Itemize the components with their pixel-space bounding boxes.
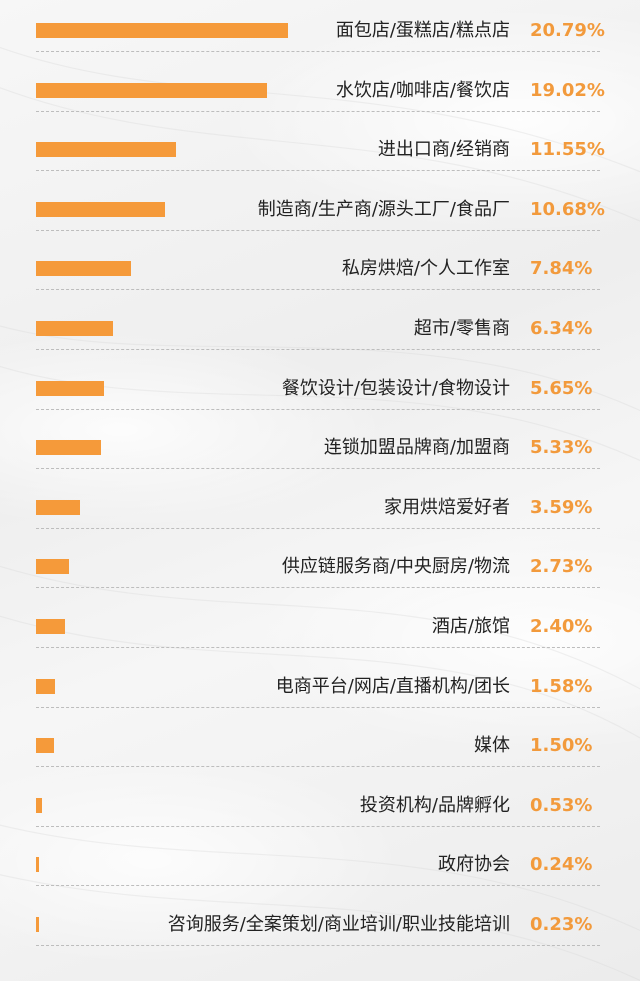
row-separator <box>36 110 600 112</box>
chart-row: 家用烘焙爱好者 3.59% <box>0 477 640 537</box>
row-separator <box>36 51 600 52</box>
value-label: 11.55% <box>530 139 605 161</box>
category-label: 酒店/旅馆 <box>431 616 510 637</box>
chart-row: 私房烘焙/个人工作室 7.84% <box>0 238 640 298</box>
category-label: 进出口商/经销商 <box>377 139 510 161</box>
category-label: 电商平台/网店/直播机构/团长 <box>275 675 510 697</box>
chart-row: 电商平台/网店/直播机构/团长 1.58% <box>0 656 640 716</box>
category-label: 私房烘焙/个人工作室 <box>341 258 510 280</box>
chart-bar <box>36 738 55 754</box>
chart-bar <box>36 797 43 813</box>
row-separator <box>36 825 600 827</box>
category-label: 超市/零售商 <box>413 318 510 339</box>
category-label: 家用烘焙爱好者 <box>384 496 510 518</box>
chart-bar <box>36 619 66 634</box>
value-label: 0.53% <box>530 794 593 816</box>
value-label: 2.73% <box>530 556 593 578</box>
row-separator <box>36 527 600 529</box>
chart-row: 面包店/蛋糕店/糕点店 20.79% <box>0 0 640 60</box>
chart-bar <box>36 261 132 277</box>
chart-row: 投资机构/品牌孵化 0.53% <box>0 775 640 835</box>
row-separator <box>36 945 600 946</box>
row-separator <box>36 349 600 350</box>
category-label: 面包店/蛋糕店/糕点店 <box>335 20 510 41</box>
chart-bar <box>36 201 166 217</box>
chart-bar <box>36 321 113 336</box>
chart-row: 供应链服务商/中央厨房/物流 2.73% <box>0 536 640 596</box>
row-separator <box>36 229 600 231</box>
chart-row: 咨询服务/全案策划/商业培训/职业技能培训 0.23% <box>0 894 640 954</box>
value-label: 6.34% <box>530 318 593 339</box>
row-separator <box>36 587 600 589</box>
chart-row: 进出口商/经销商 11.55% <box>0 119 640 179</box>
chart-row: 水饮店/咖啡店/餐饮店 19.02% <box>0 60 640 120</box>
category-label: 政府协会 <box>438 854 510 876</box>
value-label: 5.33% <box>530 437 593 459</box>
row-separator <box>36 647 600 648</box>
value-label: 19.02% <box>530 79 605 101</box>
category-label: 供应链服务商/中央厨房/物流 <box>281 556 510 578</box>
chart-row: 政府协会 0.24% <box>0 834 640 894</box>
value-label: 20.79% <box>530 20 605 41</box>
row-separator <box>36 408 600 410</box>
chart-bar <box>36 499 80 515</box>
chart-bar <box>36 678 56 694</box>
row-separator <box>36 885 600 887</box>
category-label: 制造商/生产商/源头工厂/食品厂 <box>257 198 510 220</box>
chart-bar <box>36 559 70 575</box>
value-label: 0.24% <box>530 854 593 876</box>
chart-bar <box>36 82 267 98</box>
row-separator <box>36 706 600 708</box>
value-label: 2.40% <box>530 616 593 637</box>
category-label: 咨询服务/全案策划/商业培训/职业技能培训 <box>167 914 510 935</box>
row-separator <box>36 766 600 768</box>
value-label: 7.84% <box>530 258 593 280</box>
category-label: 连锁加盟品牌商/加盟商 <box>323 437 510 459</box>
chart-bar <box>36 440 101 456</box>
category-label: 水饮店/咖啡店/餐饮店 <box>335 79 510 101</box>
row-separator <box>36 170 600 172</box>
chart-bar <box>36 142 176 158</box>
row-separator <box>36 468 600 470</box>
chart-row: 超市/零售商 6.34% <box>0 298 640 358</box>
chart-bar <box>36 23 288 38</box>
value-label: 1.58% <box>530 675 593 697</box>
category-label: 餐饮设计/包装设计/食物设计 <box>281 377 510 399</box>
value-label: 10.68% <box>530 198 605 220</box>
category-label: 媒体 <box>474 735 510 757</box>
chart-bar <box>36 857 39 873</box>
chart-row: 制造商/生产商/源头工厂/食品厂 10.68% <box>0 179 640 239</box>
chart-row: 餐饮设计/包装设计/食物设计 5.65% <box>0 358 640 418</box>
chart-row: 连锁加盟品牌商/加盟商 5.33% <box>0 417 640 477</box>
chart-bar <box>36 380 105 396</box>
category-label: 投资机构/品牌孵化 <box>359 794 510 816</box>
value-label: 3.59% <box>530 496 593 518</box>
row-separator <box>36 289 600 291</box>
chart-row: 媒体 1.50% <box>0 715 640 775</box>
value-label: 1.50% <box>530 735 593 757</box>
value-label: 0.23% <box>530 914 593 935</box>
chart-bar <box>36 917 39 932</box>
chart-row: 酒店/旅馆 2.40% <box>0 596 640 656</box>
value-label: 5.65% <box>530 377 593 399</box>
